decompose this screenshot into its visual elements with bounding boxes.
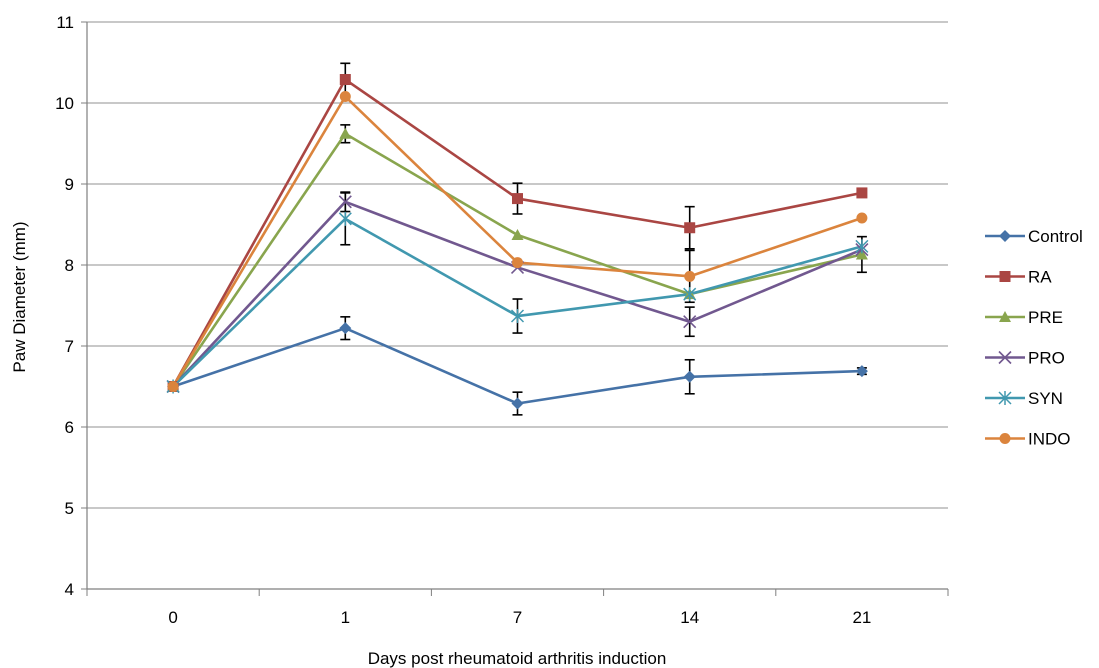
y-axis-title: Paw Diameter (mm): [10, 221, 29, 372]
legend-label-pre: PRE: [1028, 308, 1063, 327]
marker-pre: [511, 229, 524, 241]
x-tick-label: 21: [852, 608, 871, 627]
series-markers: [166, 74, 869, 410]
marker-ra: [684, 222, 696, 234]
legend-label-ra: RA: [1028, 268, 1052, 287]
legend-item-pre: PRE: [985, 308, 1063, 327]
legend-item-ra: RA: [985, 268, 1052, 287]
marker-syn: [338, 211, 352, 226]
legend-label-indo: INDO: [1028, 430, 1071, 449]
series-line-indo: [171, 95, 863, 388]
marker-pro: [338, 195, 352, 209]
legend-item-syn: SYN: [985, 389, 1063, 408]
marker-syn: [855, 239, 869, 254]
marker-ra: [856, 187, 868, 199]
marker-indo: [167, 381, 179, 392]
legend-marker-ra: [999, 271, 1011, 282]
marker-control: [511, 397, 524, 410]
y-tick-label: 6: [65, 418, 74, 437]
legend-label-control: Control: [1028, 227, 1083, 246]
marker-indo: [512, 257, 523, 269]
y-tick-label: 7: [65, 337, 74, 356]
marker-syn: [510, 309, 525, 324]
marker-pre: [855, 248, 868, 260]
marker-indo: [856, 212, 868, 224]
x-tick-label: 0: [168, 608, 177, 627]
x-tick-label: 1: [341, 608, 350, 627]
marker-indo: [339, 91, 351, 103]
legend-marker-syn: [998, 391, 1012, 405]
legend-item-pro: PRO: [985, 349, 1065, 368]
marker-ra: [339, 74, 351, 86]
marker-pre: [339, 127, 352, 139]
legend-marker-control: [999, 230, 1011, 242]
y-tick-label: 10: [55, 94, 74, 113]
error-bars: [340, 62, 867, 416]
legend-item-control: Control: [985, 227, 1083, 246]
legend: Control RA PRE PRO SYN INDO: [985, 227, 1083, 449]
y-tick-label: 11: [56, 13, 74, 32]
series-lines: [171, 78, 863, 405]
x-tick-label: 14: [680, 608, 699, 627]
legend-marker-pre: [999, 311, 1011, 322]
axes: 4 5 6 7 8 9 10 11 0 1 7 14 21: [55, 13, 949, 627]
y-tick-label: 5: [65, 499, 74, 518]
y-tick-label: 4: [65, 580, 74, 599]
y-tick-label: 8: [65, 256, 74, 275]
marker-pro: [683, 315, 697, 329]
legend-marker-pro: [998, 350, 1012, 365]
legend-marker-indo: [999, 433, 1011, 444]
x-axis-title: Days post rheumatoid arthritis induction: [368, 649, 667, 668]
marker-syn: [683, 287, 697, 302]
marker-control: [339, 322, 352, 335]
marker-ra: [512, 193, 523, 205]
legend-label-syn: SYN: [1028, 389, 1063, 408]
legend-item-indo: INDO: [985, 430, 1071, 449]
y-tick-label: 9: [65, 175, 74, 194]
marker-control: [683, 370, 696, 383]
marker-control: [855, 365, 868, 378]
legend-label-pro: PRO: [1028, 349, 1065, 368]
x-tick-label: 7: [513, 608, 522, 627]
marker-indo: [684, 270, 696, 282]
